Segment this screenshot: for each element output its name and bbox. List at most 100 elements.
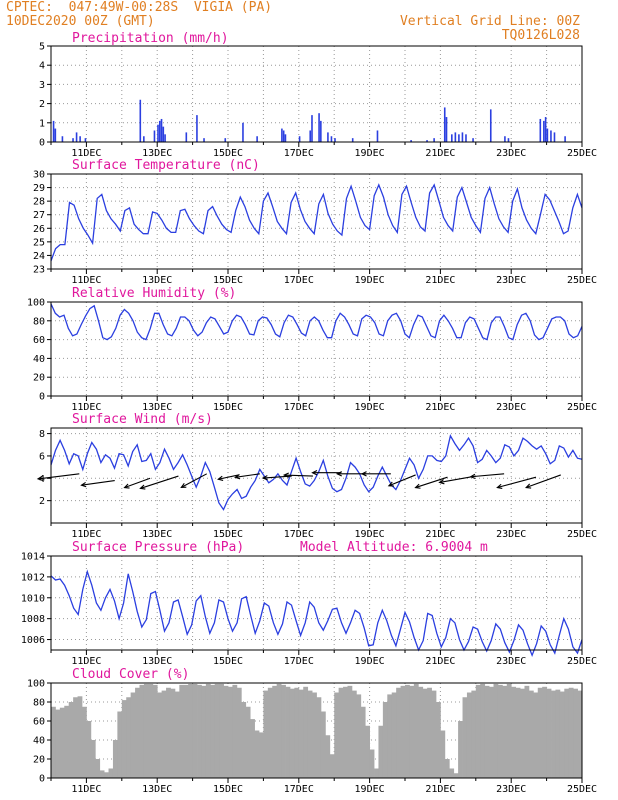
cloud-bar [533,692,539,778]
wind-vector [181,473,208,488]
x-tick-label: 13DEC [142,402,172,413]
x-tick-label: 15DEC [213,148,243,159]
x-tick-label: 11DEC [71,656,101,667]
wind-vector [525,474,561,489]
cloud-bar [197,684,202,778]
pressure-title: Surface Pressure (hPa) [72,540,244,555]
y-tick-label: 1014 [21,552,45,563]
cloud-bar [382,702,388,778]
y-tick-label: 5 [39,42,45,53]
pressure-frame [50,555,583,651]
wind-arrowhead [217,475,224,481]
cloud-bar [312,692,317,778]
precip-bar [458,134,460,142]
model-altitude-note: Model Altitude: 6.9004 m [300,540,488,555]
cloud-bar [192,683,198,778]
cloud-bar [520,688,525,778]
precip-bar [550,130,552,142]
precip-bar [539,118,542,142]
cloud-cover-title: Cloud Cover (%) [72,667,189,682]
cloud-bar [241,702,247,778]
x-tick-label: 15DEC [213,529,243,540]
x-tick-label: 19DEC [355,275,385,286]
wind-arrowhead [139,484,146,490]
precip-bar [79,136,81,142]
cloud-bar [369,749,375,778]
y-tick-label: 27 [33,210,45,221]
precip-bar [410,140,412,142]
wind-arrowhead [261,475,268,481]
x-tick-label: 23DEC [496,529,526,540]
y-tick-label: 8 [39,429,45,440]
cloud-bar [245,706,251,778]
cloud-bar [440,730,446,778]
precip-bar [376,130,379,142]
y-tick-label: 80 [33,698,45,709]
precip-bar [284,134,287,142]
precip-bar [72,138,74,142]
cloud-bar [294,687,300,778]
wind-panel: 2 4 6 8 11DEC 13DEC 15DEC 17DEC 19DEC 21DEC 23DEC 2… [36,412,597,540]
precip-bar [160,118,163,142]
precip-bar [282,130,285,142]
precip-bar [445,117,448,142]
precip-bar [256,136,258,142]
precip-bar [327,132,329,142]
wind-arrowhead [335,471,343,477]
cloud-bar [303,686,309,778]
y-tick-label: 2 [39,496,45,507]
x-tick-label: 21DEC [425,529,455,540]
cloud-bar [325,735,331,778]
cloud-bar [285,686,291,778]
cloud-bar [86,721,92,778]
cloud-bar [298,689,304,778]
x-tick-label: 13DEC [142,656,172,667]
precip-bar [504,136,506,142]
x-tick-label: 25DEC [567,402,597,413]
precip-bar [162,126,165,142]
y-tick-label: 3 [39,80,45,91]
cloud-bar [201,685,207,778]
x-tick-label: 23DEC [496,656,526,667]
cloud-bar [219,683,224,778]
wind-vector [388,474,416,487]
wind-vector [37,473,80,480]
y-tick-label: 40 [33,736,45,747]
wind-title: Surface Wind (m/s) [72,412,213,427]
cloud-bar [272,685,278,778]
wind-arrowhead [360,471,367,477]
x-tick-label: 15DEC [213,402,243,413]
temperature-title: Surface Temperature (nC) [72,158,260,173]
y-tick-label: 4 [39,474,45,485]
precipitation-panel: 0 1 2 3 4 5 11DEC 13DEC 15DEC 17DEC 19DEC 21DEC 23DE… [39,31,597,159]
precip-bar [143,136,145,142]
precip-bar [311,115,313,142]
cloud-bar [564,688,570,778]
y-tick-label: 60 [33,335,45,346]
wind-arrowhead [496,483,503,490]
cloud-bar [161,690,167,778]
y-tick-label: 28 [33,197,45,208]
cloud-cover-frame [50,682,583,779]
wind-vector [284,474,313,477]
cloud-bar [329,754,335,778]
precip-bar [465,134,467,142]
cloud-bar [480,683,486,778]
cloud-bar [413,683,419,778]
cloud-bar [493,683,499,778]
precip-bar [157,124,159,142]
cloud-bar [418,686,424,778]
x-tick-label: 21DEC [425,148,455,159]
y-tick-label: 0 [39,138,45,149]
wind-arrowhead [282,472,289,478]
y-tick-label: 1008 [21,614,45,625]
cloud-bar [130,692,136,778]
precip-bar [320,120,322,142]
cloud-bar [458,721,463,778]
cloud-bar [267,687,273,778]
precip-bar [334,138,336,142]
precip-bar [61,136,64,142]
wind-vector [439,475,476,483]
cloud-bar [258,732,264,778]
precip-bar [443,107,446,142]
